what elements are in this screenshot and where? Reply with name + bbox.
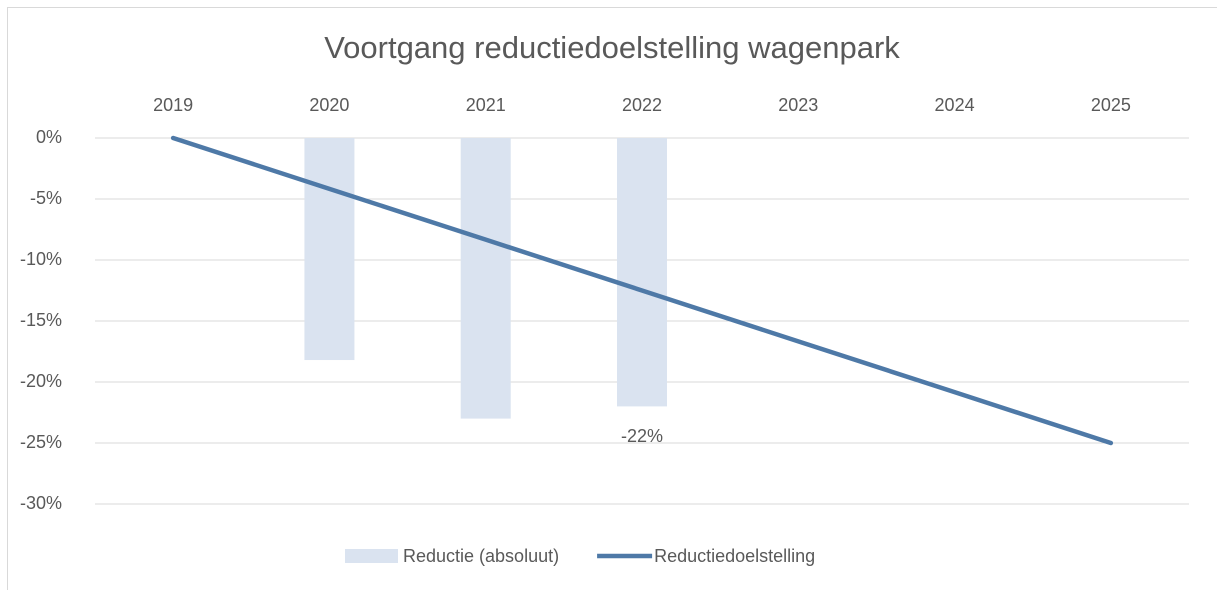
y-tick-label: -25% [20,432,62,452]
bar [617,138,667,407]
bar [304,138,355,361]
x-tick-label: 2020 [309,95,349,115]
legend-swatch [345,549,398,563]
y-tick-label: -20% [20,371,62,391]
x-tick-label: 2019 [153,95,193,115]
chart-border [7,7,1217,590]
bar [460,138,511,419]
x-tick-label: 2021 [466,95,506,115]
legend-label: Reductiedoelstelling [654,546,815,566]
y-tick-label: 0% [36,127,62,147]
x-tick-label: 2024 [935,95,975,115]
data-label: -22% [621,426,663,446]
y-tick-label: -10% [20,249,62,269]
y-tick-label: -30% [20,493,62,513]
x-tick-label: 2025 [1091,95,1131,115]
y-tick-label: -15% [20,310,62,330]
line [170,135,1114,446]
y-tick-label: -5% [30,188,62,208]
legend-label: Reductie (absoluut) [403,546,559,566]
chart-title: Voortgang reductiedoelstelling wagenpark [324,30,900,65]
x-tick-label: 2023 [778,95,818,115]
x-tick-label: 2022 [622,95,662,115]
